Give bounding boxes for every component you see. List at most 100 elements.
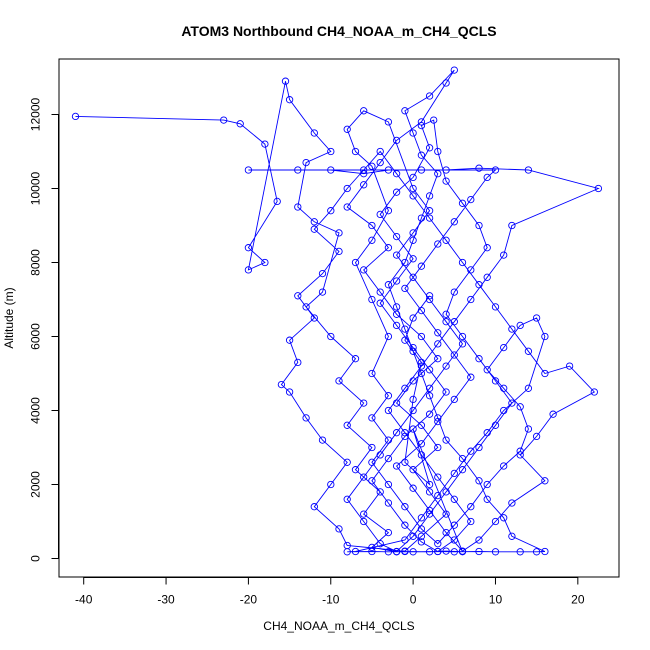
data-point bbox=[376, 147, 384, 156]
data-point bbox=[401, 458, 409, 466]
data-point bbox=[500, 462, 508, 470]
data-point bbox=[500, 514, 508, 522]
data-point bbox=[442, 236, 450, 244]
data-point bbox=[417, 118, 426, 126]
data-point bbox=[450, 288, 458, 296]
data-point bbox=[442, 528, 450, 537]
series-layer bbox=[71, 66, 603, 556]
data-point bbox=[442, 388, 450, 396]
data-point bbox=[417, 262, 426, 270]
x-tick-label: -30 bbox=[157, 593, 175, 607]
data-point bbox=[425, 144, 434, 152]
data-point bbox=[384, 118, 393, 126]
data-point bbox=[409, 273, 417, 281]
data-point bbox=[425, 192, 434, 200]
data-point bbox=[392, 136, 401, 145]
data-point bbox=[532, 548, 541, 556]
data-point bbox=[442, 436, 450, 444]
data-point bbox=[475, 477, 483, 485]
data-point bbox=[409, 532, 417, 540]
data-point bbox=[417, 121, 426, 130]
data-point bbox=[392, 277, 401, 285]
x-tick-label: 20 bbox=[571, 593, 585, 607]
data-point bbox=[384, 528, 393, 537]
data-point bbox=[368, 443, 376, 452]
data-point bbox=[294, 166, 302, 174]
data-point bbox=[425, 384, 434, 392]
data-point bbox=[310, 225, 318, 233]
data-point bbox=[368, 458, 376, 466]
data-point bbox=[524, 347, 533, 355]
data-point bbox=[442, 488, 450, 496]
data-point bbox=[417, 421, 426, 429]
data-point bbox=[483, 480, 491, 489]
data-point bbox=[500, 384, 508, 392]
y-tick-label: 8000 bbox=[29, 249, 43, 276]
data-point bbox=[434, 329, 442, 337]
data-point bbox=[491, 166, 500, 174]
data-point bbox=[368, 414, 376, 422]
data-point bbox=[384, 499, 393, 507]
data-point bbox=[491, 377, 500, 385]
data-point bbox=[384, 548, 393, 556]
data-point bbox=[392, 462, 401, 470]
data-point bbox=[516, 403, 524, 411]
data-point bbox=[392, 310, 401, 318]
data-point bbox=[475, 281, 483, 289]
data-point bbox=[376, 210, 384, 219]
data-point bbox=[310, 503, 318, 511]
data-point bbox=[467, 373, 475, 381]
data-point bbox=[425, 292, 434, 300]
data-point bbox=[302, 414, 310, 422]
data-point bbox=[409, 184, 417, 193]
data-point bbox=[335, 229, 343, 237]
x-tick-label: -10 bbox=[322, 593, 340, 607]
data-point bbox=[442, 547, 450, 555]
data-point bbox=[351, 355, 360, 363]
data-point bbox=[368, 162, 376, 170]
data-point bbox=[467, 447, 475, 455]
data-point bbox=[417, 151, 426, 159]
data-point bbox=[273, 197, 281, 206]
data-point bbox=[360, 170, 368, 178]
y-tick-label: 2000 bbox=[29, 471, 43, 498]
data-point bbox=[417, 362, 426, 370]
data-point bbox=[425, 295, 434, 304]
data-point bbox=[401, 536, 409, 544]
data-point bbox=[401, 547, 409, 556]
data-point bbox=[541, 332, 549, 341]
data-point bbox=[327, 480, 335, 489]
data-point bbox=[516, 548, 524, 556]
data-point bbox=[434, 417, 442, 426]
data-point bbox=[384, 332, 393, 341]
data-point bbox=[475, 536, 483, 544]
data-point bbox=[434, 340, 442, 348]
data-point bbox=[417, 538, 426, 546]
data-point bbox=[516, 447, 524, 455]
y-axis: 0 2000 4000 6000 8000 10000 12000 bbox=[29, 97, 59, 562]
data-point bbox=[516, 451, 524, 459]
data-point bbox=[343, 421, 351, 429]
data-point bbox=[351, 147, 360, 156]
data-point bbox=[500, 406, 508, 415]
data-point bbox=[450, 536, 458, 544]
data-point bbox=[425, 510, 434, 518]
data-point bbox=[450, 66, 458, 74]
data-point bbox=[244, 166, 253, 174]
data-point bbox=[565, 362, 574, 370]
data-point bbox=[483, 495, 491, 503]
data-point bbox=[425, 214, 434, 222]
data-point bbox=[458, 466, 467, 474]
data-point bbox=[417, 358, 426, 367]
data-point bbox=[384, 166, 393, 174]
data-point bbox=[327, 207, 335, 215]
data-point bbox=[384, 454, 393, 463]
x-tick-label: -20 bbox=[240, 593, 258, 607]
data-point bbox=[458, 454, 467, 463]
data-point bbox=[425, 410, 434, 418]
data-point bbox=[351, 258, 360, 267]
data-point bbox=[384, 281, 393, 289]
data-point bbox=[508, 532, 516, 540]
data-point bbox=[392, 429, 401, 437]
data-point bbox=[434, 540, 442, 548]
